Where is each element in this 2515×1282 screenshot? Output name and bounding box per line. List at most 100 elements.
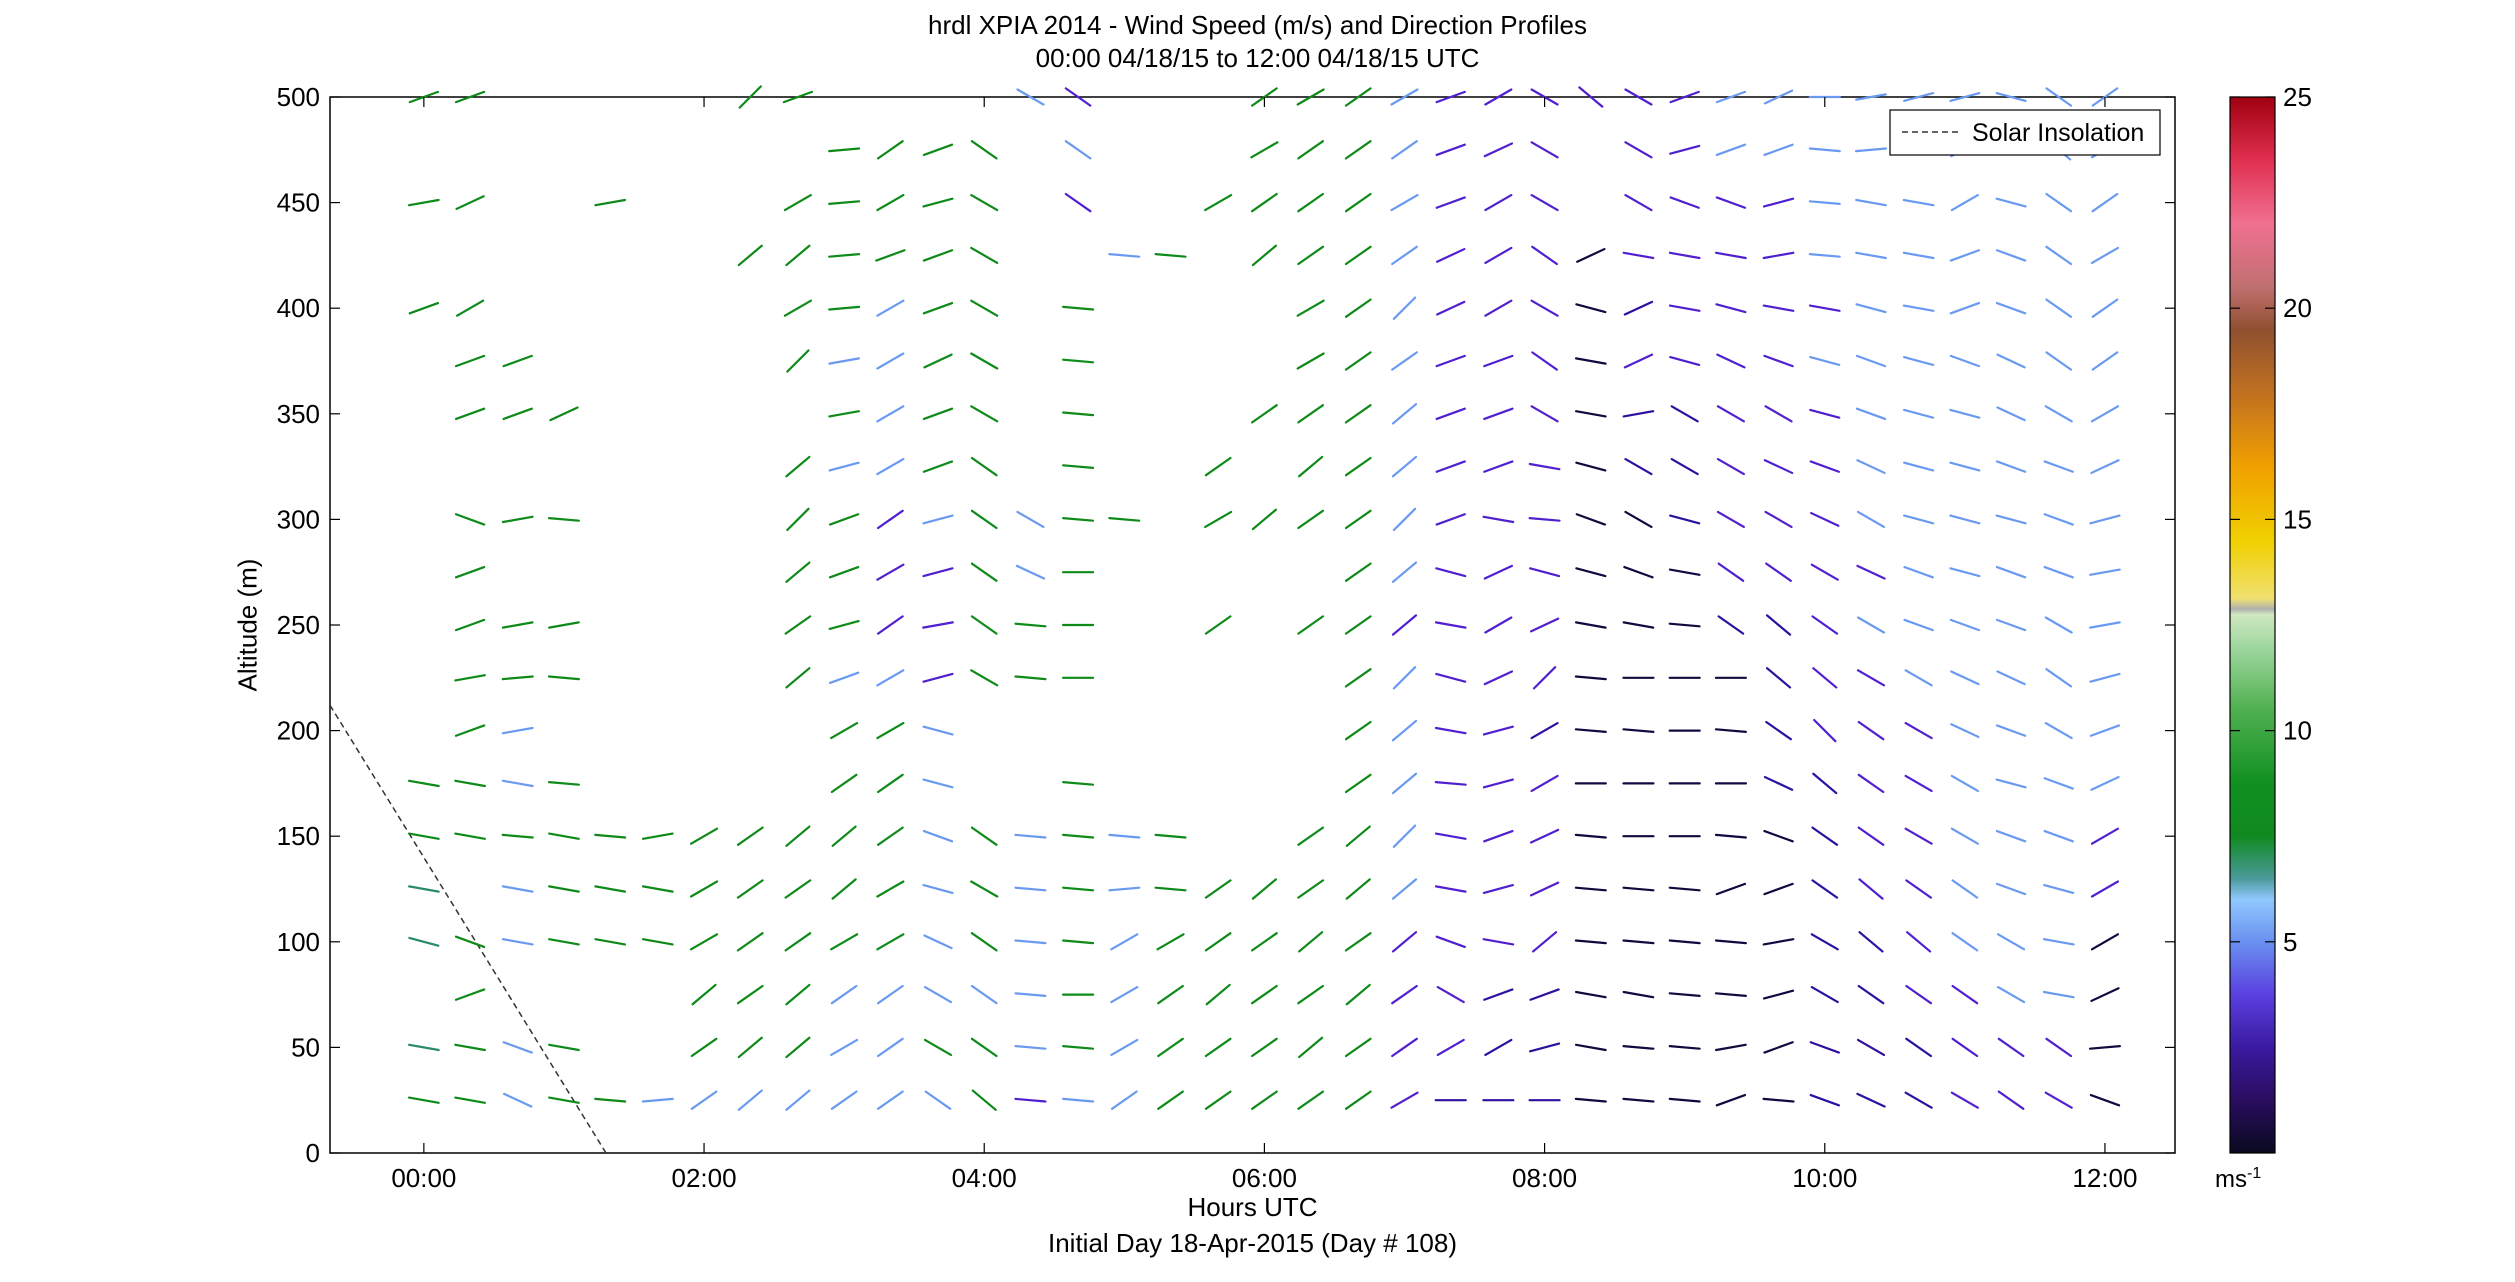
wind-barb (922, 407, 954, 421)
wind-barb (1251, 878, 1277, 900)
wind-barb (1391, 455, 1418, 478)
wind-barb (1995, 197, 2027, 208)
wind-barb (1391, 1037, 1418, 1058)
wind-barb (2043, 513, 2074, 526)
wind-barb (1858, 878, 1884, 900)
wind-barb (970, 1037, 998, 1058)
wind-barb (1622, 728, 1655, 734)
wind-barb (1715, 90, 1747, 104)
wind-barb (1574, 675, 1607, 681)
wind-barb (922, 301, 954, 315)
wind-barb (783, 194, 812, 212)
wind-barb (1763, 882, 1794, 896)
wind-barb (1903, 356, 1935, 366)
wind-barb (1809, 460, 1840, 473)
wind-barb (690, 1090, 718, 1110)
wind-barb (1714, 833, 1747, 839)
wind-barb (2090, 933, 2120, 951)
wind-barb (2088, 1044, 2121, 1050)
wind-barb (782, 90, 814, 104)
wind-barb (594, 885, 627, 893)
wind-barb (1392, 296, 1417, 320)
wind-barb (1157, 1037, 1184, 1058)
wind-barb (454, 90, 486, 104)
wind-barb (1715, 196, 1747, 209)
wind-barb (1949, 301, 1981, 315)
wind-barb (1668, 886, 1701, 892)
wind-barb (970, 562, 998, 582)
wind-barb (737, 1036, 763, 1059)
wind-barb (1014, 1097, 1047, 1103)
wind-barb (455, 195, 485, 211)
wind-barb (1531, 931, 1558, 953)
wind-barb (1716, 405, 1746, 423)
wind-barb (454, 1096, 486, 1104)
wind-barb (1062, 305, 1095, 311)
wind-barb (1297, 140, 1325, 160)
wind-barb (876, 299, 905, 317)
wind-barb (1435, 143, 1466, 157)
wind-barb (1949, 618, 1981, 632)
wind-barb (1108, 516, 1141, 522)
wind-barb (1995, 778, 2027, 789)
wind-barb (2043, 884, 2075, 894)
wind-barb (736, 826, 764, 846)
wind-barb (454, 779, 486, 788)
wind-barb (1574, 1097, 1607, 1103)
wind-barb (828, 147, 861, 153)
wind-barb (454, 354, 486, 368)
wind-barb (1763, 89, 1794, 105)
wind-barb (408, 936, 440, 947)
wind-barb (1995, 92, 2027, 102)
wind-barb (922, 143, 954, 157)
wind-barb (454, 674, 486, 682)
wind-barb (1951, 1037, 1979, 1058)
wind-barb (785, 1089, 811, 1111)
wind-barb (784, 932, 812, 952)
wind-barb (970, 352, 999, 370)
wind-barb (2089, 514, 2121, 525)
wind-barb (503, 1092, 533, 1108)
wind-barb (1344, 192, 1372, 213)
wind-barb (828, 200, 861, 206)
wind-barb (2044, 721, 2073, 740)
wind-barb (1902, 198, 1935, 207)
wind-barb (1062, 939, 1095, 945)
wind-barb (1995, 514, 2027, 525)
wind-barb (454, 935, 486, 949)
wind-barb (407, 1043, 440, 1052)
x-axis-label: Hours UTC (1187, 1192, 1318, 1222)
wind-barb (689, 827, 719, 845)
wind-barb (1344, 932, 1372, 952)
wind-barb (970, 880, 999, 898)
wind-barb (1344, 562, 1372, 582)
wind-barb (1856, 510, 1886, 529)
wind-barb (454, 724, 486, 737)
colorbar-unit: ms-1 (2215, 1165, 2262, 1193)
y-tick-label: 0 (306, 1138, 320, 1168)
y-tick-label: 450 (277, 188, 320, 218)
wind-barb (876, 405, 905, 423)
wind-barb (923, 353, 953, 369)
wind-barb (1529, 567, 1561, 578)
wind-barb (1995, 301, 2027, 315)
wind-barb (785, 455, 811, 478)
wind-barb (1762, 938, 1795, 946)
wind-barb (594, 198, 627, 207)
wind-barb (1251, 932, 1278, 952)
wind-barb (1297, 245, 1325, 266)
wind-barb (737, 244, 763, 267)
wind-barb (1483, 407, 1514, 421)
wind-barb (2044, 405, 2073, 423)
x-tick-label: 04:00 (952, 1163, 1017, 1193)
wind-barb (1717, 615, 1745, 635)
wind-barb (1997, 1037, 2025, 1058)
wind-barb (1857, 984, 1885, 1005)
wind-barb (876, 194, 905, 212)
wind-barb (1296, 299, 1325, 317)
wind-barb (1204, 615, 1232, 635)
wind-barb (1062, 780, 1095, 786)
wind-barb (1574, 621, 1607, 629)
wind-barb (876, 563, 905, 581)
y-tick-label: 300 (277, 504, 320, 534)
